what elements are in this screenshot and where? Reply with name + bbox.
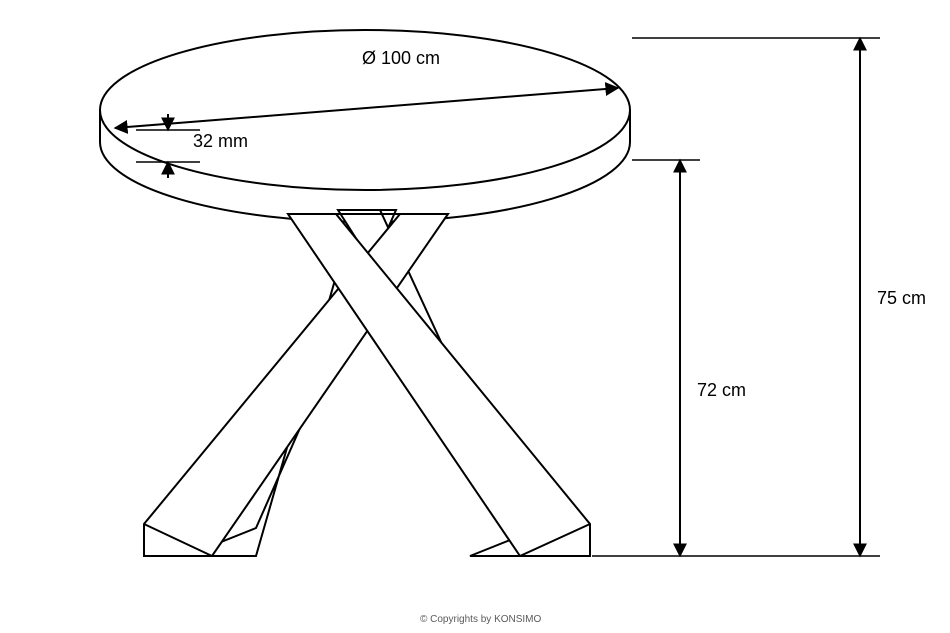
label-diameter: Ø 100 cm <box>362 48 440 69</box>
label-underside-height: 72 cm <box>697 380 746 401</box>
label-thickness: 32 mm <box>193 131 248 152</box>
table-drawing-svg <box>0 0 950 633</box>
diagram-canvas: Ø 100 cm 32 mm 72 cm 75 cm © Copyrights … <box>0 0 950 633</box>
label-total-height: 75 cm <box>877 288 926 309</box>
copyright-text: © Copyrights by KONSIMO <box>420 614 541 625</box>
